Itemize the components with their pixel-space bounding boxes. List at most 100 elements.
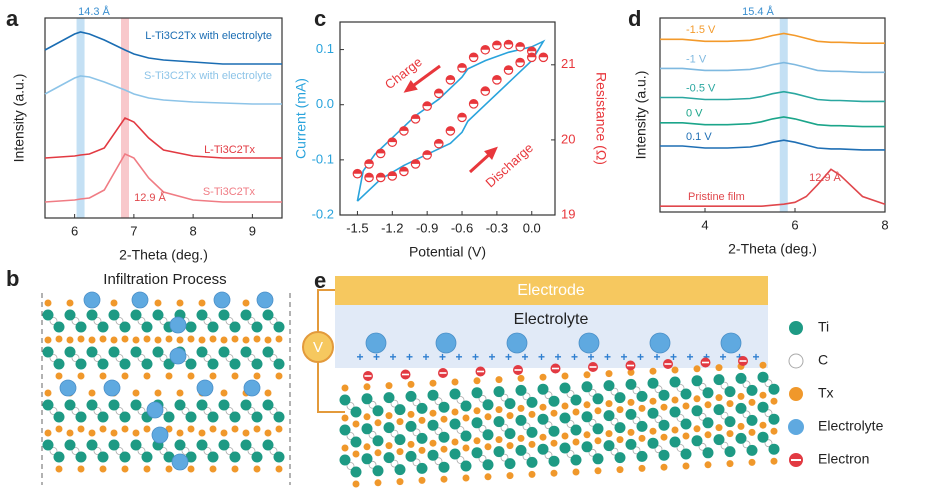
series-line bbox=[660, 32, 885, 44]
marker-half bbox=[527, 53, 536, 58]
atom bbox=[273, 451, 285, 463]
atom bbox=[264, 336, 272, 344]
arrow-head bbox=[403, 80, 418, 93]
atom bbox=[240, 346, 252, 358]
wire bbox=[317, 362, 345, 413]
atom bbox=[691, 435, 703, 447]
y-tick-label: 0.0 bbox=[316, 96, 334, 111]
marker-half bbox=[457, 113, 467, 118]
atom bbox=[735, 372, 747, 384]
positive-charge: + bbox=[637, 350, 644, 364]
atom bbox=[53, 411, 65, 423]
atom bbox=[412, 458, 421, 467]
atom bbox=[484, 443, 492, 451]
atom bbox=[339, 454, 351, 466]
atom bbox=[757, 371, 769, 383]
atom bbox=[693, 365, 701, 373]
atom bbox=[385, 442, 393, 450]
x-axis-label: 2-Theta (deg.) bbox=[119, 247, 208, 263]
atom bbox=[660, 433, 668, 441]
atom bbox=[654, 385, 663, 394]
electrolyte-ion bbox=[131, 291, 149, 309]
atom bbox=[559, 412, 571, 424]
atom bbox=[539, 403, 547, 411]
electron-minus bbox=[702, 361, 709, 364]
atom bbox=[88, 389, 96, 397]
atom bbox=[75, 321, 87, 333]
atom bbox=[770, 397, 778, 405]
arrow bbox=[409, 64, 441, 90]
marker-half bbox=[481, 45, 490, 50]
atom bbox=[528, 470, 536, 478]
atom bbox=[764, 439, 773, 448]
atom bbox=[203, 317, 212, 325]
atom bbox=[121, 465, 129, 473]
atom bbox=[548, 395, 560, 407]
atom bbox=[253, 465, 261, 473]
atom bbox=[361, 393, 373, 405]
series-label: -1 V bbox=[686, 53, 707, 65]
electron-minus bbox=[552, 367, 559, 370]
atom bbox=[225, 447, 234, 455]
atom bbox=[566, 390, 575, 398]
atom bbox=[614, 392, 626, 404]
atom bbox=[537, 383, 549, 395]
atom bbox=[394, 404, 406, 416]
x-tick-label: -1.2 bbox=[381, 220, 403, 235]
atom bbox=[427, 419, 439, 431]
atom bbox=[515, 414, 527, 426]
atom bbox=[273, 321, 285, 333]
source-label: V bbox=[313, 339, 323, 356]
electrolyte-ion bbox=[169, 316, 187, 334]
atom bbox=[559, 442, 571, 454]
atom bbox=[196, 309, 208, 321]
electrolyte-label: Electrolyte bbox=[514, 311, 589, 328]
electron-minus bbox=[589, 366, 597, 368]
atom bbox=[682, 432, 690, 440]
atom bbox=[429, 379, 437, 387]
atom bbox=[610, 387, 619, 396]
atom bbox=[231, 425, 239, 433]
x-tick-label: 6 bbox=[791, 217, 798, 232]
atom bbox=[715, 394, 723, 402]
electron-minus bbox=[364, 375, 372, 377]
atom bbox=[231, 465, 239, 473]
atom bbox=[225, 407, 234, 415]
annotation: Charge bbox=[382, 54, 425, 92]
marker-half bbox=[457, 63, 467, 68]
atom bbox=[121, 372, 129, 380]
x-tick-label: 9 bbox=[249, 223, 256, 238]
atom bbox=[588, 418, 597, 427]
atom bbox=[115, 354, 124, 362]
atom bbox=[451, 408, 459, 416]
atom bbox=[372, 405, 384, 417]
wire bbox=[317, 289, 335, 332]
positive-charge: + bbox=[373, 350, 380, 364]
atom bbox=[108, 346, 120, 358]
atom bbox=[262, 399, 274, 411]
positive-charge: + bbox=[719, 350, 726, 364]
atom bbox=[482, 399, 494, 411]
atom bbox=[537, 413, 549, 425]
atom bbox=[154, 299, 162, 307]
atom bbox=[55, 335, 63, 343]
atom bbox=[748, 458, 756, 466]
positive-charge: + bbox=[356, 350, 363, 364]
atom bbox=[363, 443, 371, 451]
atom bbox=[757, 431, 769, 443]
marker-half bbox=[492, 75, 502, 80]
panel-label: c bbox=[314, 6, 326, 31]
atom bbox=[198, 429, 206, 437]
atom bbox=[412, 428, 421, 437]
atom bbox=[603, 410, 615, 422]
electrolyte-ion bbox=[171, 453, 189, 471]
atom bbox=[713, 434, 725, 446]
atom bbox=[253, 425, 261, 433]
atom bbox=[220, 429, 228, 437]
atom bbox=[434, 457, 443, 466]
atom bbox=[374, 449, 382, 457]
atom bbox=[262, 309, 274, 321]
atom bbox=[746, 414, 758, 426]
atom bbox=[669, 436, 681, 448]
atom bbox=[438, 401, 450, 413]
